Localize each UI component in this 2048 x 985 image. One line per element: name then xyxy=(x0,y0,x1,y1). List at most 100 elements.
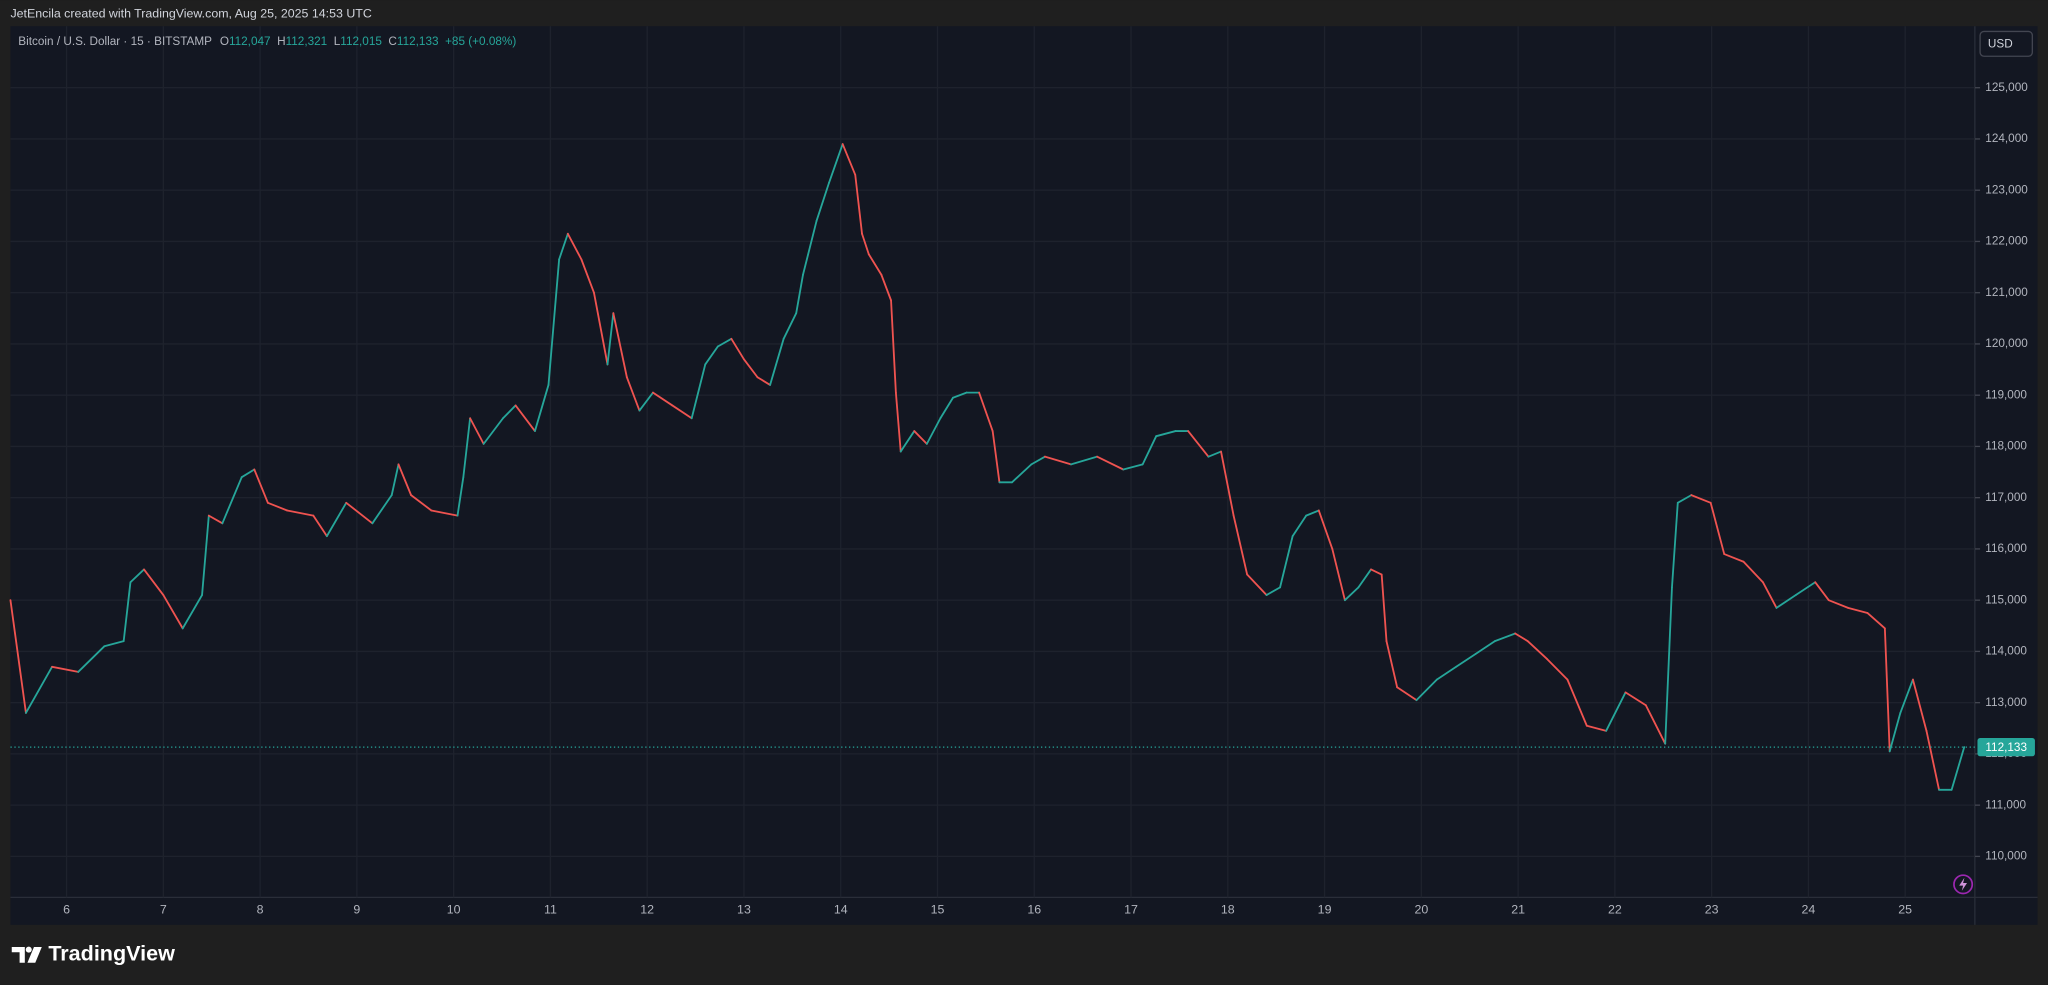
price-segment xyxy=(103,640,125,648)
price-segment xyxy=(593,291,609,366)
price-segment xyxy=(704,345,719,366)
price-segment xyxy=(1899,678,1914,714)
price-segment xyxy=(815,181,831,222)
price-segment xyxy=(1232,514,1249,576)
y-tick-label: 116,000 xyxy=(1985,542,2027,555)
currency-button[interactable] xyxy=(1979,30,2033,57)
price-segment xyxy=(221,476,243,525)
price-segment xyxy=(952,391,968,399)
price-segment xyxy=(880,273,892,302)
price-segment xyxy=(606,312,615,366)
y-tick-label: 114,000 xyxy=(1985,645,2027,658)
price-segment xyxy=(1585,724,1608,732)
price-segment xyxy=(482,417,504,445)
price-segment xyxy=(690,363,707,420)
price-segment xyxy=(867,253,883,276)
price-segment xyxy=(1265,586,1281,596)
price-segment xyxy=(129,568,145,584)
price-segment xyxy=(534,384,550,432)
currency-label[interactable]: USD xyxy=(1988,38,2013,51)
price-segment xyxy=(9,599,27,714)
price-segment xyxy=(77,645,106,673)
price-segment xyxy=(716,337,733,348)
price-segment xyxy=(1888,711,1902,753)
price-segment xyxy=(430,509,459,517)
y-tick-label: 120,000 xyxy=(1985,337,2028,350)
x-tick-label: 22 xyxy=(1608,903,1622,917)
price-segment xyxy=(1526,640,1549,661)
x-tick-label: 20 xyxy=(1414,903,1428,917)
price-segment xyxy=(841,143,857,176)
assistant-icon[interactable] xyxy=(1953,874,1974,895)
price-segment xyxy=(462,417,472,479)
price-segment xyxy=(1664,586,1673,745)
price-segment xyxy=(371,494,393,525)
x-tick-label: 9 xyxy=(353,903,360,917)
x-tick-label: 6 xyxy=(63,903,70,917)
brand-name: TradingView xyxy=(48,941,175,966)
price-segment xyxy=(1207,450,1222,458)
price-segment xyxy=(1305,509,1320,517)
price-segment xyxy=(1343,586,1360,602)
price-segment xyxy=(1690,494,1712,504)
ohlc-key: L xyxy=(334,35,341,48)
price-segment xyxy=(266,501,289,512)
price-segment xyxy=(410,494,433,512)
last-price-label: 112,133 xyxy=(1985,741,2027,754)
price-segment xyxy=(1742,560,1764,584)
y-tick-label: 113,000 xyxy=(1985,696,2027,709)
price-segment xyxy=(1011,463,1033,484)
y-tick-label: 123,000 xyxy=(1985,183,2028,196)
x-tick-label: 18 xyxy=(1221,903,1235,917)
price-segment xyxy=(782,312,798,340)
price-segment xyxy=(1723,553,1745,563)
ohlc-value: 112,321 xyxy=(286,35,328,48)
price-segment xyxy=(1030,455,1046,466)
price-segment xyxy=(671,404,693,420)
price-segment xyxy=(1827,599,1850,609)
x-tick-label: 11 xyxy=(544,903,557,917)
assistant-bolt xyxy=(1959,877,1968,891)
price-segment xyxy=(143,568,165,596)
price-segment xyxy=(1762,581,1778,609)
y-tick-label: 115,000 xyxy=(1985,593,2027,606)
price-segment xyxy=(207,514,224,525)
price-axis xyxy=(1974,26,2038,925)
price-segment xyxy=(580,258,595,294)
x-tick-label: 14 xyxy=(834,903,848,917)
price-segment xyxy=(1122,463,1144,471)
price-segment xyxy=(312,514,328,538)
price-segment xyxy=(1794,581,1817,596)
price-segment xyxy=(638,391,654,412)
x-tick-label: 19 xyxy=(1318,903,1332,917)
price-segment xyxy=(1220,450,1235,517)
price-segment xyxy=(1317,509,1334,550)
price-segment xyxy=(51,665,80,673)
price-segment xyxy=(201,514,210,596)
attribution: JetEncila created with TradingView.com, … xyxy=(10,7,371,21)
price-segment xyxy=(939,396,954,420)
ohlc-key: H xyxy=(277,35,286,48)
price-segment xyxy=(1814,581,1830,602)
chart-pane xyxy=(10,26,1975,898)
x-tick-label: 12 xyxy=(640,903,654,917)
price-segment xyxy=(1357,568,1372,589)
price-segment xyxy=(1155,430,1177,438)
y-tick-label: 117,000 xyxy=(1985,491,2027,504)
ohlc-key: C xyxy=(388,35,397,48)
last-price-tag xyxy=(1977,737,2035,757)
price-segment xyxy=(925,417,942,445)
price-segment xyxy=(286,509,315,517)
price-segment xyxy=(625,376,641,412)
y-tick-label: 122,000 xyxy=(1985,235,2028,248)
price-segment xyxy=(1671,501,1679,589)
price-segment xyxy=(1246,573,1268,596)
y-tick-label: 118,000 xyxy=(1985,440,2027,453)
price-segment xyxy=(469,417,485,445)
price-segment xyxy=(730,337,745,361)
price-segment xyxy=(558,232,569,261)
price-segment xyxy=(743,358,759,379)
price-segment xyxy=(253,468,269,504)
